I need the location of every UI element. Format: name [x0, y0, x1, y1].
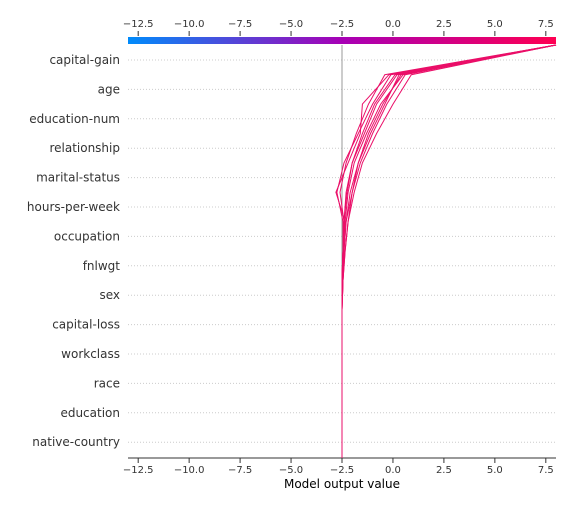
- top-tick-label: −7.5: [228, 19, 252, 30]
- feature-label: capital-gain: [49, 53, 120, 67]
- decision-line: [341, 44, 557, 458]
- decision-line: [341, 44, 557, 458]
- top-tick-label: −2.5: [330, 19, 354, 30]
- decision-line: [341, 44, 557, 458]
- decision-line: [339, 44, 557, 458]
- decision-line: [341, 44, 557, 458]
- bottom-tick-label: 5.0: [487, 465, 503, 476]
- feature-label: education: [60, 406, 120, 420]
- top-x-axis: −12.5 −10.0 −7.5 −5.0 −2.5 0.0 2.5 5.0 7.5: [123, 19, 554, 36]
- decision-lines: [335, 44, 557, 458]
- decision-line: [341, 44, 557, 458]
- feature-label: sex: [99, 288, 120, 302]
- color-bar: [128, 37, 556, 44]
- decision-line: [336, 44, 557, 458]
- bottom-tick-label: −5.0: [279, 465, 303, 476]
- top-tick-label: 0.0: [385, 19, 401, 30]
- top-tick-label: −5.0: [279, 19, 303, 30]
- bottom-tick-label: 2.5: [436, 465, 452, 476]
- x-axis-title: Model output value: [284, 477, 400, 491]
- bottom-x-axis: −12.5 −10.0 −7.5 −5.0 −2.5 0.0 2.5 5.0 7.5: [123, 457, 556, 476]
- bottom-tick-label: −2.5: [330, 465, 354, 476]
- top-tick-label: 7.5: [538, 19, 554, 30]
- bottom-tick-label: 7.5: [538, 465, 554, 476]
- top-tick-label: 5.0: [487, 19, 503, 30]
- top-tick-label: 2.5: [436, 19, 452, 30]
- decision-line: [341, 44, 557, 458]
- top-tick-label: −10.0: [174, 19, 205, 30]
- feature-label: fnlwgt: [83, 259, 121, 273]
- feature-labels: capital-gain age education-num relationship…: [27, 53, 120, 449]
- top-tick-label: −12.5: [123, 19, 154, 30]
- feature-label: race: [94, 376, 120, 390]
- feature-label: relationship: [49, 141, 120, 155]
- feature-label: age: [98, 82, 120, 96]
- bottom-tick-label: −7.5: [228, 465, 252, 476]
- feature-label: education-num: [29, 112, 120, 126]
- feature-label: capital-loss: [52, 318, 120, 332]
- bottom-tick-label: −12.5: [123, 465, 154, 476]
- feature-label: hours-per-week: [27, 200, 120, 214]
- feature-label: occupation: [54, 229, 120, 243]
- decision-line: [341, 44, 557, 458]
- bottom-tick-label: 0.0: [385, 465, 401, 476]
- feature-label: marital-status: [36, 171, 120, 185]
- decision-line: [335, 44, 557, 458]
- feature-label: workclass: [61, 347, 120, 361]
- feature-label: native-country: [32, 435, 120, 449]
- bottom-tick-label: −10.0: [174, 465, 205, 476]
